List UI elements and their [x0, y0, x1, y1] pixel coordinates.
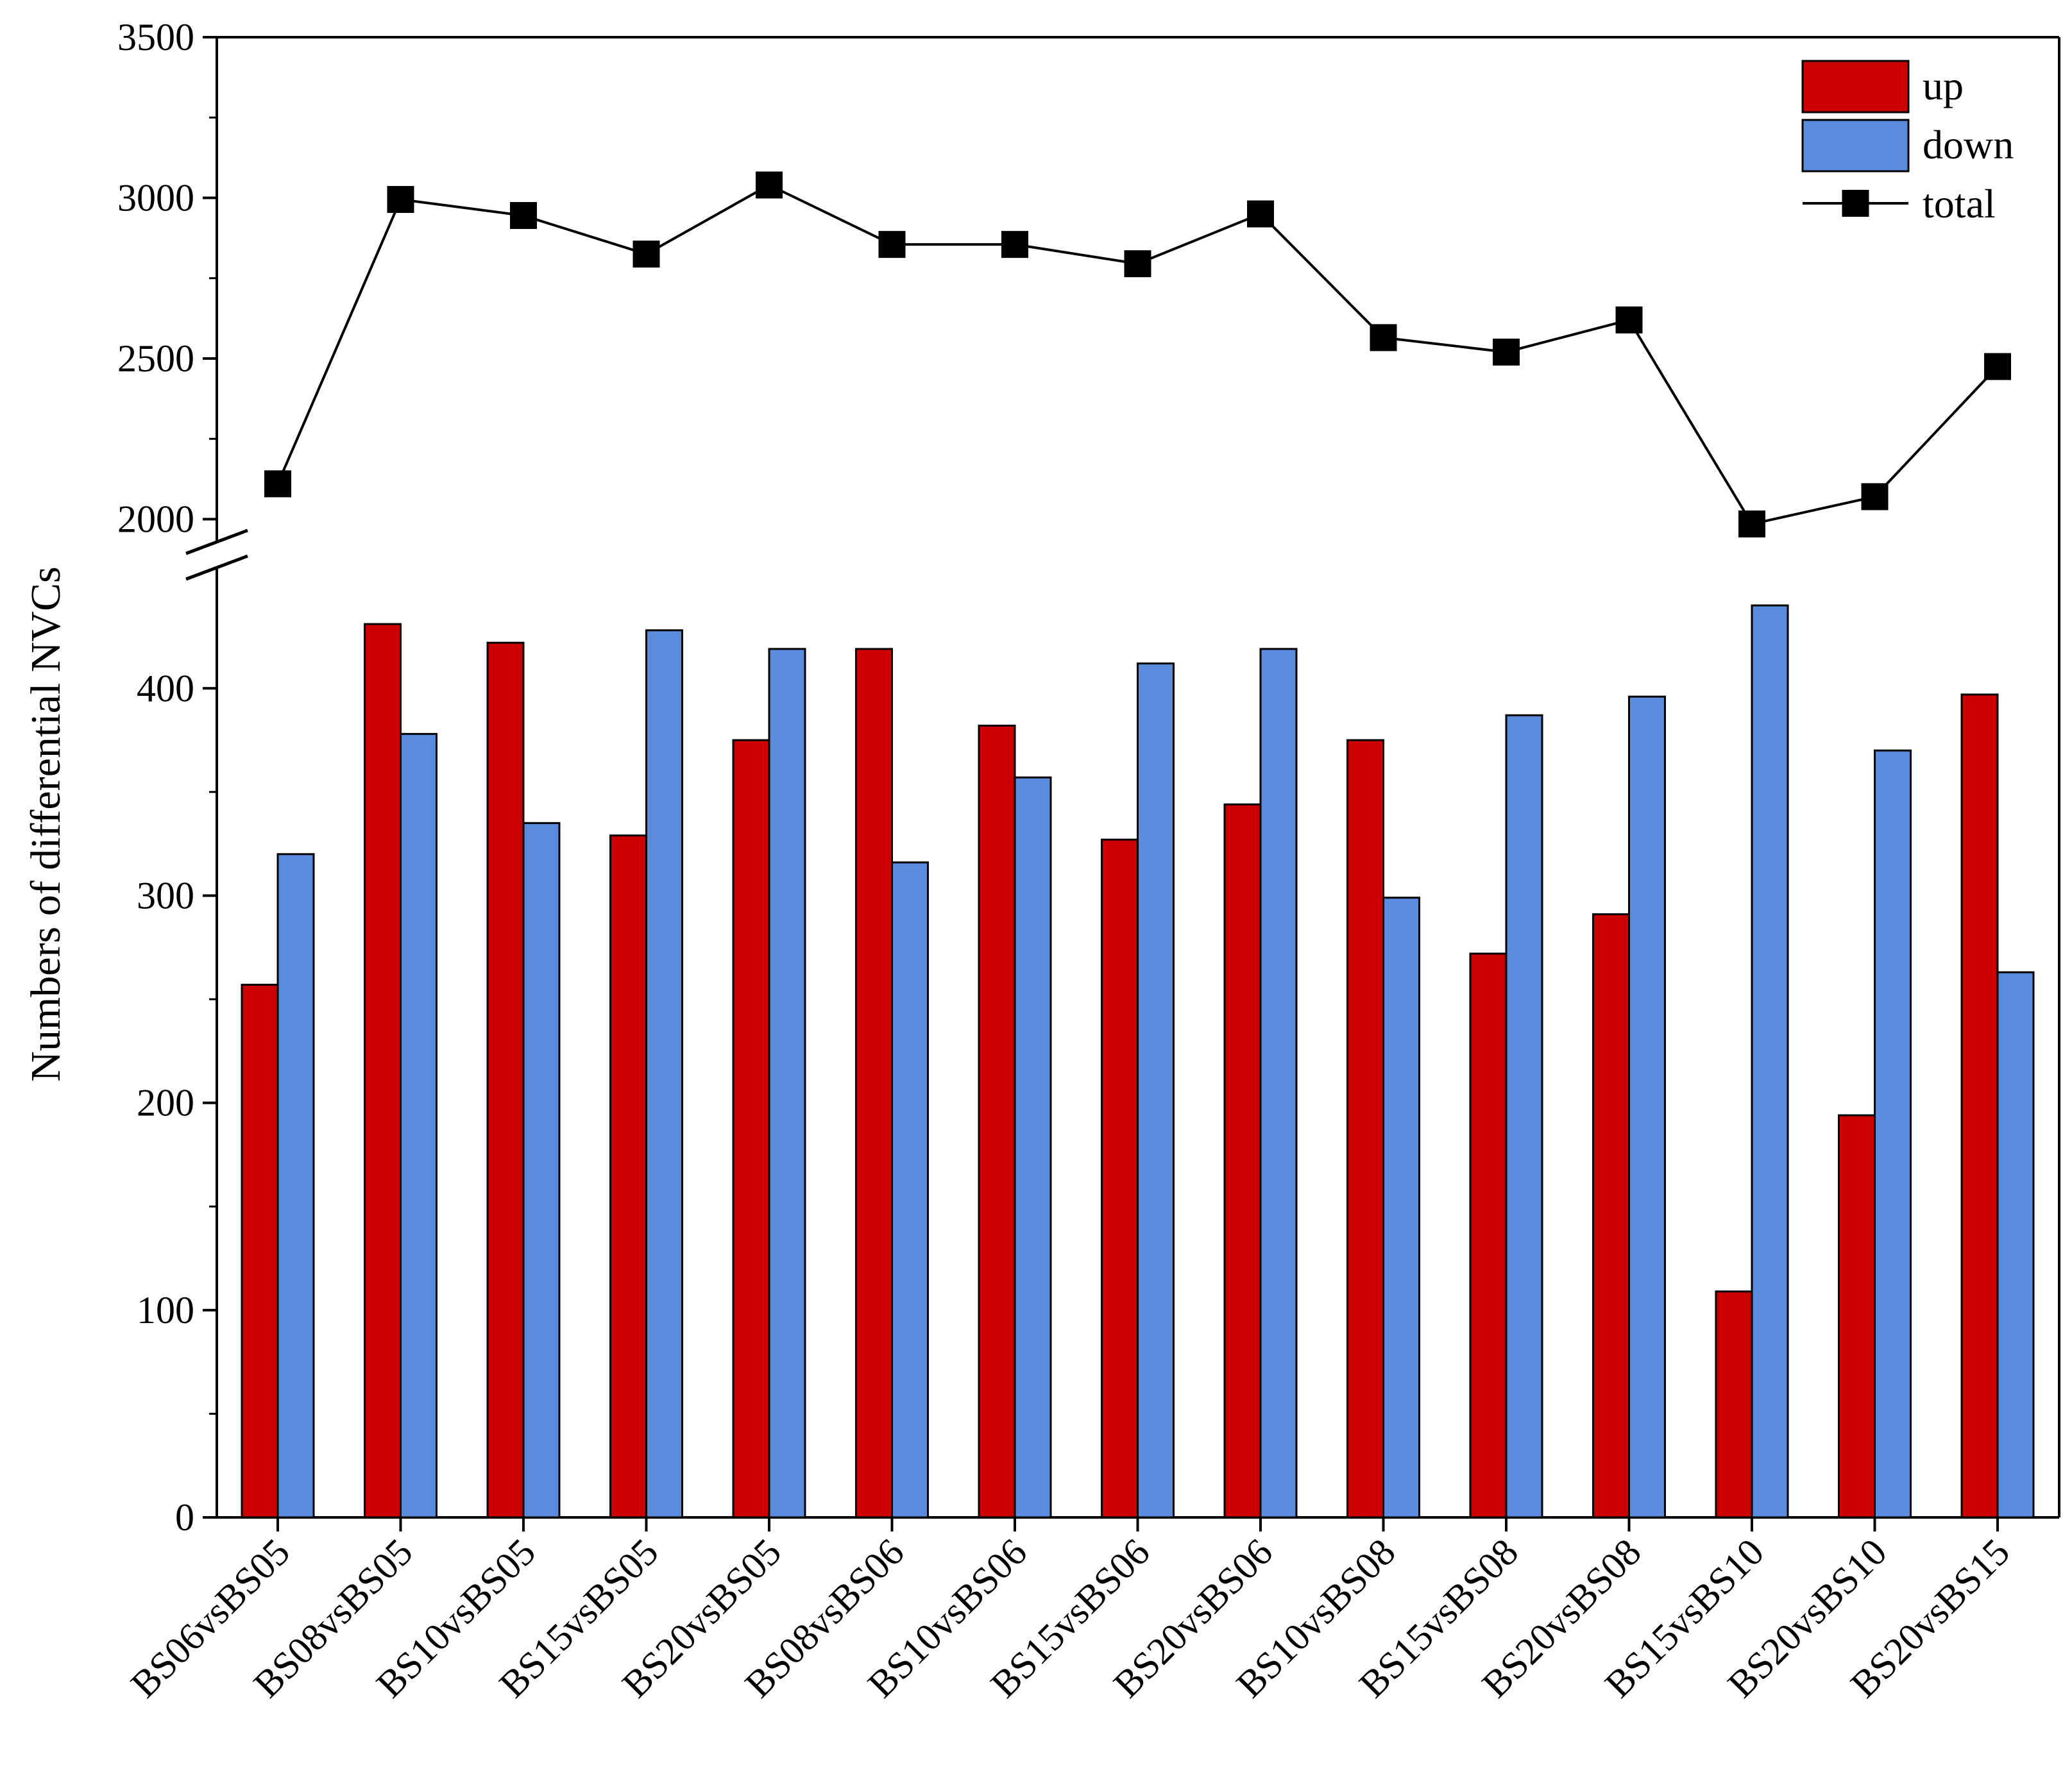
y-tick-label-2000: 2000 — [117, 498, 194, 541]
legend-swatch-up — [1801, 60, 1910, 114]
bar-up-BS15vsBS05 — [609, 834, 647, 1519]
total-series-line — [276, 183, 1999, 526]
total-marker-BS20vsBS10 — [1861, 483, 1889, 511]
total-marker-BS06vsBS05 — [264, 470, 291, 498]
total-marker-BS10vsBS08 — [1370, 324, 1397, 351]
y-ticks: 0 100 200 300 400 2000 2500 3000 3500 — [117, 16, 217, 1539]
bar-up-BS10vsBS06 — [978, 724, 1016, 1519]
legend-label-up: up — [1923, 63, 1964, 108]
total-marker-BS20vsBS06 — [1247, 200, 1274, 228]
bar-down-BS20vsBS10 — [1874, 749, 1912, 1519]
y-tick-label-3500: 3500 — [117, 16, 194, 58]
bar-up-BS20vsBS06 — [1223, 803, 1262, 1519]
total-marker-BS10vsBS05 — [510, 202, 537, 230]
total-marker-BS20vsBS15 — [1984, 353, 2011, 380]
bar-up-BS10vsBS05 — [486, 641, 525, 1519]
legend-label-down: down — [1923, 122, 2014, 167]
bar-down-BS15vsBS06 — [1137, 662, 1175, 1519]
axis-break-mark-bottom — [185, 554, 248, 581]
bar-up-BS08vsBS06 — [855, 648, 893, 1519]
total-marker-BS10vsBS06 — [1001, 231, 1028, 258]
legend-label-total: total — [1923, 181, 1996, 226]
bar-down-BS08vsBS06 — [891, 861, 929, 1519]
total-marker-BS08vsBS06 — [878, 231, 906, 258]
bar-down-BS10vsBS05 — [522, 822, 561, 1519]
bar-up-BS20vsBS15 — [1960, 693, 1999, 1519]
bar-down-BS15vsBS08 — [1505, 714, 1543, 1519]
y-tick-label-300: 300 — [137, 874, 194, 916]
y-tick-label-400: 400 — [137, 667, 194, 709]
bar-up-BS15vsBS08 — [1469, 952, 1507, 1519]
total-marker-BS15vsBS10 — [1738, 511, 1765, 538]
total-marker-BS15vsBS08 — [1493, 338, 1520, 366]
bar-down-BS08vsBS05 — [400, 732, 437, 1519]
bars — [241, 604, 2035, 1519]
bar-up-BS15vsBS06 — [1101, 838, 1139, 1519]
total-marker-BS20vsBS05 — [756, 171, 783, 199]
total-marker-BS15vsBS06 — [1124, 250, 1151, 278]
x-tick-labels: BS06vsBS05BS08vsBS05BS10vsBS05BS15vsBS05… — [123, 1517, 2017, 1706]
legend-swatch-down — [1801, 119, 1910, 173]
y-tick-label-200: 200 — [137, 1082, 194, 1124]
legend-marker-total — [1842, 190, 1869, 217]
bar-up-BS20vsBS08 — [1592, 913, 1630, 1519]
bar-up-BS06vsBS05 — [241, 983, 279, 1519]
bar-down-BS20vsBS05 — [768, 648, 806, 1519]
bar-up-BS20vsBS05 — [732, 739, 770, 1519]
bar-down-BS20vsBS06 — [1259, 648, 1298, 1519]
total-marker-BS15vsBS05 — [633, 240, 660, 268]
total-marker-BS08vsBS05 — [387, 186, 414, 214]
y-tick-label-100: 100 — [137, 1289, 194, 1331]
y-axis-title: Numbers of differential NVCs — [22, 566, 69, 1081]
bar-up-BS20vsBS10 — [1838, 1114, 1876, 1519]
bar-down-BS10vsBS08 — [1382, 897, 1420, 1519]
y-tick-label-3000: 3000 — [117, 177, 194, 219]
legend: up down total — [1801, 60, 2014, 226]
bar-up-BS10vsBS08 — [1346, 739, 1384, 1519]
bar-down-BS15vsBS05 — [645, 629, 683, 1519]
bar-down-BS06vsBS05 — [276, 853, 315, 1519]
axis-break-mark-top — [185, 528, 248, 555]
bar-up-BS08vsBS05 — [364, 623, 402, 1519]
y-tick-label-0: 0 — [175, 1496, 194, 1539]
bar-down-BS15vsBS10 — [1751, 604, 1789, 1519]
y-tick-label-2500: 2500 — [117, 337, 194, 380]
bar-down-BS20vsBS15 — [1996, 971, 2035, 1519]
total-line — [264, 171, 2011, 538]
bar-down-BS20vsBS08 — [1628, 695, 1666, 1519]
total-marker-BS20vsBS08 — [1615, 306, 1643, 333]
bar-down-BS10vsBS06 — [1014, 776, 1052, 1519]
bar-up-BS15vsBS10 — [1715, 1290, 1753, 1519]
